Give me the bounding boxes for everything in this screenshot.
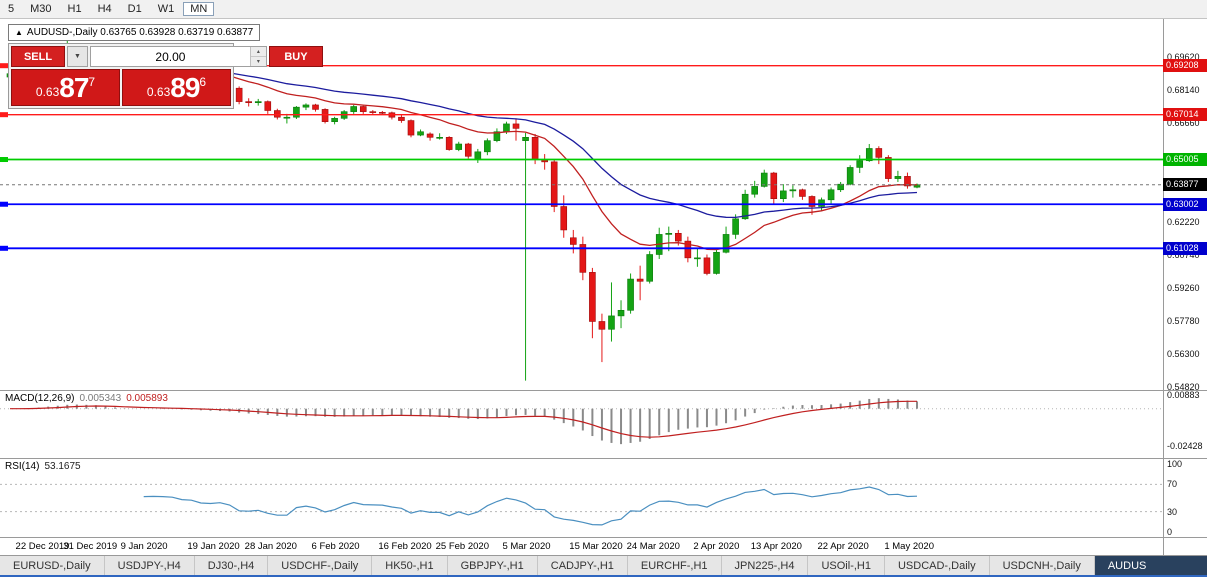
date-label: 9 Jan 2020 bbox=[120, 541, 168, 552]
date-label: 22 Apr 2020 bbox=[817, 541, 869, 552]
sell-button[interactable]: SELL bbox=[11, 46, 65, 67]
chart-tab-CADJPY-H1[interactable]: CADJPY-,H1 bbox=[538, 556, 628, 575]
timeframe-toolbar: 5 M30 H1 H4 D1 W1 MN bbox=[0, 0, 1207, 19]
price-badge: 0.61028 bbox=[1163, 241, 1207, 255]
price-axis-label: 0.68140 bbox=[1167, 84, 1200, 95]
date-label: 5 Mar 2020 bbox=[502, 541, 551, 552]
buy-price-sup: 6 bbox=[199, 75, 207, 89]
macd-axis-label: 0.00883 bbox=[1167, 390, 1200, 401]
macd-signal-line bbox=[10, 400, 917, 438]
chart-tab-USOil-H1[interactable]: USOil-,H1 bbox=[808, 556, 885, 575]
chart-tab-USDJPY-H4[interactable]: USDJPY-,H4 bbox=[105, 556, 195, 575]
chevron-down-icon: ▼ bbox=[74, 53, 81, 60]
volume-stepper: ▴ ▾ bbox=[249, 47, 266, 66]
timeframe-D1[interactable]: D1 bbox=[127, 3, 142, 15]
macd-main-value: 0.005343 bbox=[79, 393, 122, 404]
buy-button[interactable]: BUY bbox=[268, 46, 323, 67]
spin-up-icon[interactable]: ▴ bbox=[250, 47, 266, 57]
date-label: 22 Dec 2019 bbox=[15, 541, 70, 552]
price-axis-label: 0.69620 bbox=[1167, 51, 1200, 62]
chart-tab-USDCNH-Daily[interactable]: USDCNH-,Daily bbox=[990, 556, 1095, 575]
rsi-label: RSI(14) 53.1675 bbox=[5, 461, 81, 472]
sell-price-button[interactable]: 0.63 87 7 bbox=[11, 69, 120, 106]
rsi-pane-canvas[interactable] bbox=[0, 459, 1163, 537]
ohlc-readout: AUDUSD-,Daily 0.63765 0.63928 0.63719 0.… bbox=[26, 27, 254, 38]
date-label: 1 May 2020 bbox=[884, 541, 934, 552]
level-left-marker bbox=[0, 245, 8, 251]
buy-price-big: 89 bbox=[170, 71, 200, 103]
chart-tab-EURCHF-H1[interactable]: EURCHF-,H1 bbox=[628, 556, 722, 575]
timeframe-H4[interactable]: H4 bbox=[97, 3, 112, 15]
sell-price-big: 87 bbox=[59, 71, 89, 103]
macd-rsi-divider bbox=[0, 458, 1207, 459]
chart-symbol-chip: ▲ AUDUSD-,Daily 0.63765 0.63928 0.63719 … bbox=[8, 24, 261, 41]
price-axis-label: 0.56300 bbox=[1167, 348, 1200, 359]
timeframe-5[interactable]: 5 bbox=[8, 3, 15, 15]
macd-signal-value: 0.005893 bbox=[126, 393, 168, 404]
timeframe-M30[interactable]: M30 bbox=[30, 3, 52, 15]
price-axis-divider bbox=[1163, 19, 1164, 555]
sell-price-sup: 7 bbox=[88, 75, 96, 89]
price-badge: 0.69208 bbox=[1163, 59, 1207, 73]
rsi-value: 53.1675 bbox=[44, 461, 81, 472]
level-left-marker bbox=[0, 63, 8, 69]
macd-axis-label: -0.02428 bbox=[1167, 441, 1203, 452]
chart-tab-JPN225-H4[interactable]: JPN225-,H4 bbox=[722, 556, 809, 575]
price-badge: 0.67014 bbox=[1163, 108, 1207, 122]
price-axis-label: 0.59260 bbox=[1167, 282, 1200, 293]
rsi-line bbox=[143, 486, 918, 526]
timeframe-MN[interactable]: MN bbox=[183, 2, 215, 16]
sell-price-prefix: 0.63 bbox=[35, 84, 60, 99]
rsi-axis-label: 70 bbox=[1167, 479, 1178, 490]
main-macd-divider bbox=[0, 390, 1207, 391]
chart-tab-USDCHF-Daily[interactable]: USDCHF-,Daily bbox=[268, 556, 373, 575]
price-badge: 0.65005 bbox=[1163, 153, 1207, 167]
price-axis-label: 0.62220 bbox=[1167, 216, 1200, 227]
buy-price-prefix: 0.63 bbox=[146, 84, 171, 99]
chart-tab-DJ30-H4[interactable]: DJ30-,H4 bbox=[195, 556, 269, 575]
timeframe-H1[interactable]: H1 bbox=[67, 3, 82, 15]
rsi-dates-divider bbox=[0, 537, 1207, 538]
date-label: 19 Jan 2020 bbox=[187, 541, 240, 552]
chart-tab-GBPJPY-H1[interactable]: GBPJPY-,H1 bbox=[448, 556, 538, 575]
price-axis-label: 0.57780 bbox=[1167, 315, 1200, 326]
chart-tab-AUDUS[interactable]: AUDUS bbox=[1094, 556, 1207, 575]
chart-tab-USDCAD-Daily[interactable]: USDCAD-,Daily bbox=[885, 556, 990, 575]
macd-label: MACD(12,26,9) 0.005343 0.005893 bbox=[5, 393, 168, 404]
date-label: 25 Feb 2020 bbox=[435, 541, 489, 552]
date-label: 15 Mar 2020 bbox=[569, 541, 623, 552]
level-left-marker bbox=[0, 112, 8, 118]
chart-tab-EURUSD-Daily[interactable]: EURUSD-,Daily bbox=[0, 556, 105, 575]
rsi-axis-label: 100 bbox=[1167, 459, 1183, 469]
level-left-marker bbox=[0, 157, 8, 163]
price-axis-label: 0.54820 bbox=[1167, 381, 1200, 392]
level-left-marker bbox=[0, 201, 8, 207]
date-label: 16 Feb 2020 bbox=[378, 541, 432, 552]
macd-pane-canvas[interactable] bbox=[0, 391, 1163, 458]
volume-input[interactable] bbox=[90, 47, 250, 66]
date-label: 24 Mar 2020 bbox=[626, 541, 680, 552]
date-label: 28 Jan 2020 bbox=[244, 541, 297, 552]
price-axis-label: 0.66660 bbox=[1167, 117, 1200, 128]
rsi-axis-label: 30 bbox=[1167, 506, 1178, 517]
candles bbox=[6, 40, 921, 381]
date-label: 13 Apr 2020 bbox=[750, 541, 802, 552]
price-badge: 0.63877 bbox=[1163, 178, 1207, 192]
rsi-axis-label: 0 bbox=[1167, 527, 1173, 537]
date-label: 31 Dec 2019 bbox=[63, 541, 118, 552]
chart-tab-HK50-H1[interactable]: HK50-,H1 bbox=[372, 556, 448, 575]
spin-down-icon[interactable]: ▾ bbox=[250, 57, 266, 66]
volume-dropdown-button[interactable]: ▼ bbox=[67, 46, 88, 67]
date-label: 2 Apr 2020 bbox=[693, 541, 740, 552]
chart-tabs-bar: EURUSD-,Daily USDJPY-,H4 DJ30-,H4 USDCHF-,D… bbox=[0, 555, 1207, 577]
chart-icon: ▲ bbox=[15, 27, 23, 37]
date-label: 6 Feb 2020 bbox=[311, 541, 360, 552]
price-badge: 0.63002 bbox=[1163, 197, 1207, 211]
timeframe-W1[interactable]: W1 bbox=[157, 3, 175, 15]
volume-box: ▴ ▾ bbox=[89, 46, 267, 67]
buy-price-button[interactable]: 0.63 89 6 bbox=[122, 69, 231, 106]
